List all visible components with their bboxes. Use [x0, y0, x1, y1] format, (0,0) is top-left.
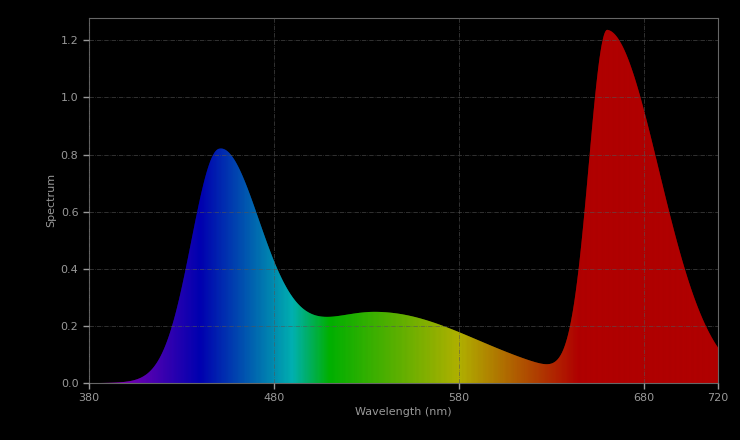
- Y-axis label: Spectrum: Spectrum: [47, 173, 56, 227]
- X-axis label: Wavelength (nm): Wavelength (nm): [355, 407, 451, 418]
